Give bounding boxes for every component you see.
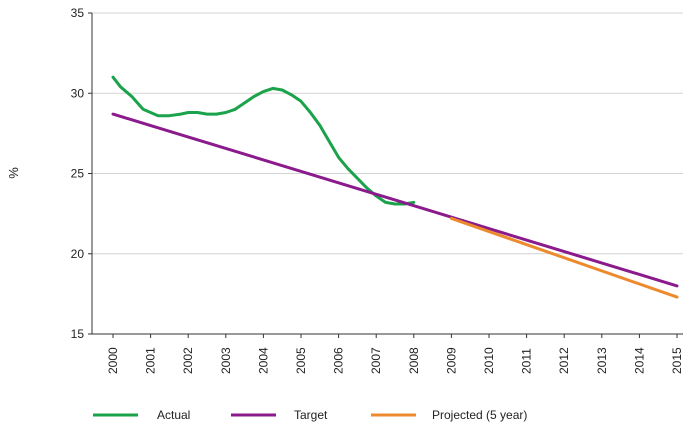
x-tick-label-2004: 2004 <box>256 347 270 374</box>
x-tick-label-2003: 2003 <box>219 347 233 374</box>
x-tick-label-2012: 2012 <box>557 347 571 374</box>
x-tick-label-2009: 2009 <box>444 347 458 374</box>
legend-label-actual: Actual <box>157 408 190 422</box>
tick-labels: 15 20 25 30 35 2000 2001 2002 2003 2004 2005 2006 20… <box>71 6 684 374</box>
y-tick-label-25: 25 <box>71 167 85 181</box>
gridlines <box>92 12 683 255</box>
y-tick-label-20: 20 <box>71 247 85 261</box>
legend-label-target: Target <box>294 408 328 422</box>
x-tick-label-2008: 2008 <box>407 347 421 374</box>
x-tick-label-2000: 2000 <box>106 347 120 374</box>
series-line-target <box>111 112 679 288</box>
y-tick-label-15: 15 <box>71 327 85 341</box>
legend: Actual Target Projected (5 year) <box>93 408 527 422</box>
series-line-projected-5-year <box>449 216 679 299</box>
y-tick-label-30: 30 <box>71 86 85 100</box>
x-tick-label-2015: 2015 <box>670 347 684 374</box>
legend-label-projected-5-year: Projected (5 year) <box>432 408 527 422</box>
x-tick-label-2014: 2014 <box>632 347 646 374</box>
x-tick-label-2002: 2002 <box>181 347 195 374</box>
x-tick-label-2010: 2010 <box>482 347 496 374</box>
x-tick-label-2013: 2013 <box>595 347 609 374</box>
x-tick-label-2006: 2006 <box>332 347 346 374</box>
x-tick-label-2011: 2011 <box>520 348 534 374</box>
series-line-actual <box>111 75 416 206</box>
x-tick-label-2005: 2005 <box>294 347 308 374</box>
axes <box>88 12 683 338</box>
x-tick-label-2001: 2001 <box>144 347 158 374</box>
x-tick-label-2007: 2007 <box>369 347 383 374</box>
y-axis-label: % <box>6 167 21 179</box>
y-tick-label-35: 35 <box>71 6 85 20</box>
series-group <box>111 75 679 299</box>
